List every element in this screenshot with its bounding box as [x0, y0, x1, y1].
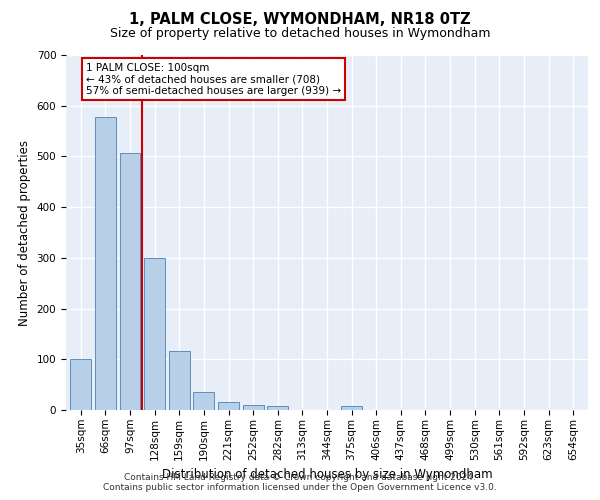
Text: Size of property relative to detached houses in Wymondham: Size of property relative to detached ho…: [110, 28, 490, 40]
Bar: [144, 258, 165, 410]
Text: Contains HM Land Registry data © Crown copyright and database right 2024.
Contai: Contains HM Land Registry data © Crown c…: [103, 473, 497, 492]
Text: 1 PALM CLOSE: 100sqm
← 43% of detached houses are smaller (708)
57% of semi-deta: 1 PALM CLOSE: 100sqm ← 43% of detached h…: [86, 62, 341, 96]
Text: 1, PALM CLOSE, WYMONDHAM, NR18 0TZ: 1, PALM CLOSE, WYMONDHAM, NR18 0TZ: [129, 12, 471, 28]
Bar: [267, 406, 288, 410]
X-axis label: Distribution of detached houses by size in Wymondham: Distribution of detached houses by size …: [161, 468, 493, 481]
Bar: [218, 402, 239, 410]
Bar: [169, 350, 190, 410]
Y-axis label: Number of detached properties: Number of detached properties: [18, 140, 31, 326]
Bar: [341, 406, 362, 410]
Bar: [119, 153, 140, 410]
Bar: [70, 360, 91, 410]
Bar: [242, 406, 263, 410]
Bar: [95, 117, 116, 410]
Bar: [193, 392, 214, 410]
